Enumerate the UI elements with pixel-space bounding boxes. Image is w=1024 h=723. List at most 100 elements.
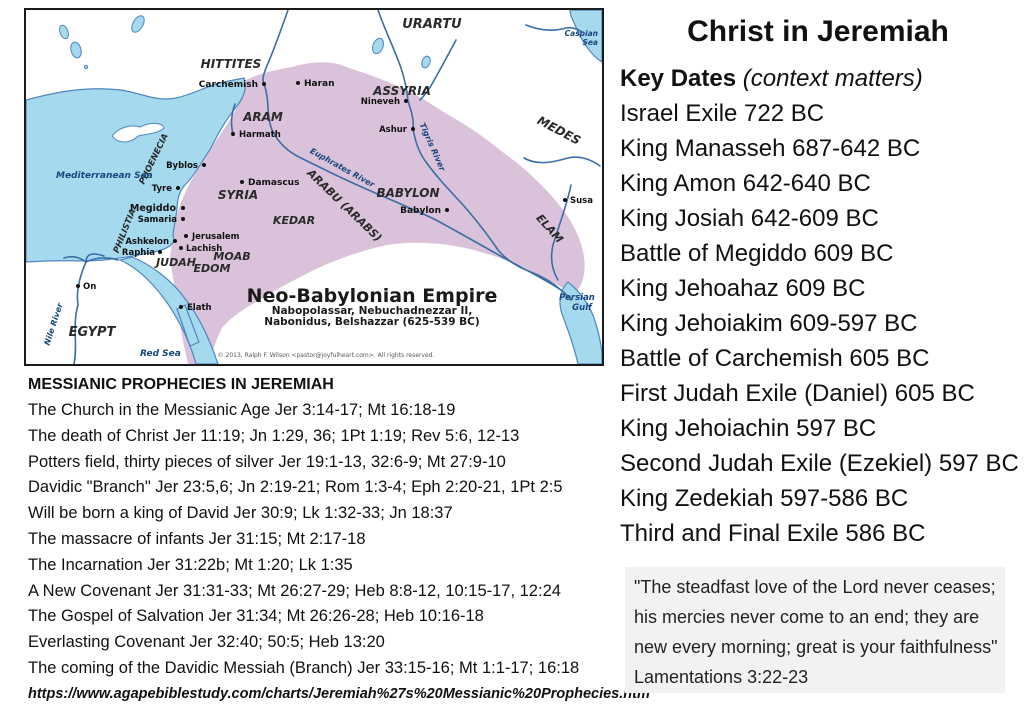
map-city-ashkelon: Ashkelon	[125, 237, 169, 247]
susa-river	[550, 184, 572, 281]
map-svg: URARTU HITTITES ARAM ASSYRIA MEDES SYRIA…	[26, 10, 602, 364]
susa-dot	[563, 198, 567, 202]
map-label-babylon-region: BABYLON	[376, 186, 439, 200]
tyre-dot	[176, 186, 180, 190]
map-city-susa: Susa	[570, 196, 593, 206]
carchemish-dot	[262, 82, 266, 86]
key-date-item: Israel Exile 722 BC	[620, 100, 825, 127]
map-label-syria: SYRIA	[218, 188, 258, 202]
map-label-urartu: URARTU	[402, 17, 462, 32]
key-date-item: Third and Final Exile 586 BC	[620, 520, 926, 547]
key-date-item: Battle of Megiddo 609 BC	[620, 240, 894, 267]
quote-line: his mercies never come to an end; they a…	[634, 607, 980, 627]
map-city-haran: Haran	[304, 79, 335, 89]
key-date-item: Second Judah Exile (Ezekiel) 597 BC	[620, 450, 1019, 477]
elath-dot	[179, 305, 183, 309]
tigris-river	[377, 10, 562, 291]
orontes-river	[230, 103, 236, 135]
prophecy-line: The Church in the Messianic Age Jer 3:14…	[28, 401, 456, 419]
map-label-persian-gulf-1: Persian	[559, 293, 595, 303]
key-date-item: Battle of Carchemish 605 BC	[620, 345, 930, 372]
haran-dot	[296, 81, 300, 85]
map-label-edom: EDOM	[194, 262, 231, 275]
byblos-dot	[202, 163, 206, 167]
mediterranean-sea	[26, 77, 246, 263]
megiddo-dot	[181, 206, 185, 210]
map-subtitle-2: Nabonidus, Belshazzar (625-539 BC)	[264, 316, 479, 328]
prophecy-line: Davidic "Branch" Jer 23:5,6; Jn 2:19-21;…	[28, 478, 563, 497]
map-label-persian-gulf-2: Gulf	[572, 303, 593, 313]
page-title: Christ in Jeremiah	[687, 15, 949, 48]
key-date-item: King Manasseh 687-642 BC	[620, 135, 921, 162]
map-city-samaria: Samaria	[138, 215, 178, 225]
map-label-caspian-sea-1: Caspian	[565, 29, 598, 38]
empire-region	[170, 62, 585, 364]
kura-river	[525, 24, 583, 33]
prophecy-line: The Incarnation Jer 31:22b; Mt 1:20; Lk …	[28, 555, 353, 574]
map-city-tyre: Tyre	[152, 184, 173, 194]
key-date-item: King Josiah 642-609 BC	[620, 205, 879, 232]
key-date-item: King Zedekiah 597-586 BC	[620, 485, 909, 512]
city-dots	[76, 81, 567, 309]
key-date-item: King Amon 642-640 BC	[620, 170, 871, 197]
map-label-caspian-sea-2: Sea	[582, 38, 598, 47]
map-city-nineveh: Nineveh	[361, 97, 400, 107]
map-city-megiddo: Megiddo	[130, 203, 177, 214]
lakes	[59, 15, 431, 70]
map-city-harmath: Harmath	[239, 130, 281, 140]
prophecy-line: A New Covenant Jer 31:31-33; Mt 26:27-29…	[28, 581, 561, 600]
map-city-lachish: Lachish	[186, 244, 222, 254]
map-label-medes: MEDES	[535, 113, 583, 147]
map-label-moab: MOAB	[213, 250, 250, 263]
samaria-dot	[181, 217, 185, 221]
prophecies-heading: MESSIANIC PROPHECIES IN JEREMIAH	[28, 376, 334, 393]
lachish-dot	[179, 246, 183, 250]
babylon-dot	[445, 208, 449, 212]
map-label-assyria: ASSYRIA	[372, 84, 431, 98]
persian-gulf	[559, 281, 602, 364]
map-city-ashur: Ashur	[379, 125, 408, 135]
map-city-raphia: Raphia	[122, 248, 155, 258]
key-date-item: First Judah Exile (Daniel) 605 BC	[620, 380, 975, 407]
quote-citation: Lamentations 3:22-23	[634, 667, 809, 687]
prophecy-line: The coming of the Davidic Messiah (Branc…	[28, 658, 580, 677]
key-date-item: King Jehoiakim 609-597 BC	[620, 310, 918, 337]
damascus-dot	[240, 180, 244, 184]
map-label-egypt: EGYPT	[69, 325, 117, 340]
key-dates-context: (context matters)	[742, 65, 923, 92]
ashkelon-dot	[173, 239, 177, 243]
map-city-damascus: Damascus	[248, 178, 299, 188]
map-label-judah: JUDAH	[154, 256, 196, 269]
map-label-mediterranean-sea: Mediterranean Sea	[56, 171, 153, 181]
key-dates-heading: Key Dates (context matters)	[620, 61, 1016, 96]
prophecy-line: Potters field, thirty pieces of silver J…	[28, 452, 506, 471]
map-label-kedar: KEDAR	[273, 214, 315, 227]
raphia-dot	[158, 250, 162, 254]
key-dates-label: Key Dates	[620, 65, 737, 92]
map-label-red-sea: Red Sea	[140, 349, 181, 359]
source-url-link[interactable]: https://www.agapebiblestudy.com/charts/J…	[28, 685, 650, 702]
quote-line: new every morning; great is your faithfu…	[634, 637, 998, 657]
map-city-on: On	[83, 282, 96, 292]
map-label-hittites: HITTITES	[201, 57, 262, 71]
on-dot	[76, 284, 80, 288]
map-subtitle-1: Nabopolassar, Nebuchadnezzar II,	[272, 305, 473, 317]
map-title: Neo-Babylonian Empire	[247, 285, 498, 307]
lamentations-quote-box: "The steadfast love of the Lord never ce…	[625, 567, 1005, 693]
key-date-item: King Jehoiachin 597 BC	[620, 415, 877, 442]
key-dates-list: Key Dates (context matters) Israel Exile…	[620, 61, 1019, 551]
caspian-sea	[569, 10, 602, 63]
prophecy-line: The death of Christ Jer 11:19; Jn 1:29, …	[28, 426, 520, 445]
map-city-jerusalem: Jerusalem	[191, 232, 240, 242]
prophecy-line: The massacre of infants Jer 31:15; Mt 2:…	[28, 529, 366, 548]
nile-river	[73, 261, 87, 364]
map-city-carchemish: Carchemish	[199, 80, 258, 90]
key-date-item: King Jehoahaz 609 BC	[620, 275, 866, 302]
upper-zab-river	[419, 39, 457, 101]
map-label-aram: ARAM	[242, 110, 283, 124]
rivers	[63, 10, 601, 364]
nile-delta	[63, 253, 119, 263]
prophecy-line: The Gospel of Salvation Jer 31:34; Mt 26…	[28, 607, 484, 626]
quote-line: "The steadfast love of the Lord never ce…	[634, 577, 996, 597]
